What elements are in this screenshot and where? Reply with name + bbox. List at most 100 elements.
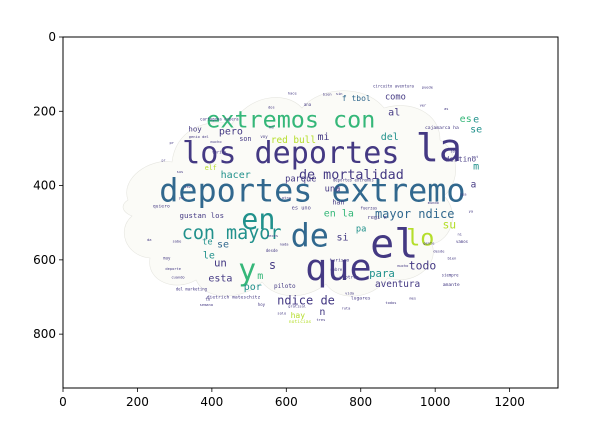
word-63: y otros <box>339 275 359 281</box>
word-14: para <box>369 267 395 280</box>
word-111: puede <box>422 86 433 90</box>
word-9: y <box>238 253 256 288</box>
word-109: bien <box>323 93 332 97</box>
word-50: pa <box>356 224 366 234</box>
word-67: vamos <box>456 239 469 244</box>
word-1: deportes extremo <box>159 172 465 209</box>
word-46: gustan los <box>180 211 225 220</box>
x-tick-label-4: 800 <box>349 395 372 409</box>
word-27: m <box>473 162 479 173</box>
x-tick-label-2: 400 <box>200 395 223 409</box>
word-78: fuerzas <box>360 206 377 211</box>
y-tick-label-3: 600 <box>33 253 56 267</box>
word-96: mundo <box>428 201 439 205</box>
word-75: ana <box>304 102 312 107</box>
word-18: pero <box>219 127 243 138</box>
word-94: gente <box>423 242 434 246</box>
word-5: de <box>291 218 329 255</box>
word-21: al <box>388 107 400 118</box>
word-61: del marketing <box>176 286 208 291</box>
word-106: solo <box>277 311 286 315</box>
word-72: voy <box>260 134 268 139</box>
word-101: ya <box>469 210 473 214</box>
x-tick-label-3: 600 <box>275 395 298 409</box>
word-68: muy <box>163 256 171 261</box>
word-83: pr <box>162 158 166 162</box>
word-84: tu <box>205 296 210 301</box>
word-77: da <box>147 238 151 242</box>
word-13: ndice de <box>277 294 335 308</box>
word-8: que <box>305 246 371 289</box>
word-47: hoy <box>188 125 202 134</box>
word-7: lo <box>406 224 434 252</box>
word-0: los deportes <box>182 136 399 171</box>
x-tick-label-5: 1000 <box>420 395 451 409</box>
word-54: piloto <box>274 283 296 290</box>
word-35: si <box>336 232 348 243</box>
word-70: genio del <box>189 135 209 139</box>
word-117: sea <box>460 193 467 197</box>
word-26: es <box>460 114 472 125</box>
word-98: nada <box>280 243 289 247</box>
word-33: una <box>325 185 341 195</box>
word-76: sabe <box>172 240 181 244</box>
word-82: pr <box>169 141 174 145</box>
word-89: deporte <box>165 267 181 271</box>
word-38: un <box>214 256 227 269</box>
word-74: sobre <box>330 267 343 272</box>
word-41: m <box>257 271 263 282</box>
plot-frame <box>62 36 559 389</box>
word-59: cartagena espera <box>200 117 239 122</box>
word-42: esta <box>208 274 232 285</box>
word-31: a <box>471 179 477 190</box>
word-19: mi <box>317 132 329 143</box>
word-56: noticias <box>289 319 312 325</box>
word-4: en <box>241 203 275 236</box>
y-tick-label-0: 0 <box>48 30 56 44</box>
word-113: dos <box>268 106 275 110</box>
word-48: son <box>239 135 251 143</box>
word-45: hay <box>291 311 306 320</box>
word-55: lugares <box>351 295 371 301</box>
x-tick-label-0: 0 <box>59 395 67 409</box>
word-37: te <box>202 237 212 247</box>
word-114: vez <box>184 185 191 189</box>
word-36: le <box>203 251 215 262</box>
y-tick-label-1: 200 <box>33 104 56 118</box>
word-66: quiero <box>153 204 170 210</box>
word-65: siempre <box>442 273 459 278</box>
word-88: gratisal <box>288 304 306 308</box>
word-104: vida <box>345 291 354 295</box>
word-95: desde <box>433 249 444 253</box>
word-51: han <box>332 198 344 206</box>
word-6: el <box>370 221 418 267</box>
word-16: aventura <box>375 279 420 290</box>
word-12: mayor ndice <box>375 207 454 221</box>
word-102: sus <box>177 170 184 174</box>
word-53: regi n <box>368 215 387 221</box>
cloud-shape <box>122 90 456 297</box>
word-40: s <box>269 258 276 272</box>
word-49: elf <box>205 164 217 172</box>
word-86: est <box>472 155 479 159</box>
x-axis: 0 200 400 600 800 1000 1200 <box>59 388 525 409</box>
word-39: se <box>217 240 229 251</box>
word-30: destino <box>445 154 476 163</box>
word-34: parque <box>285 174 316 184</box>
word-58: dietrich mateschitz <box>207 295 261 301</box>
word-112: hace <box>288 92 297 96</box>
y-axis: 0 200 400 600 800 <box>33 30 63 341</box>
word-64: amante <box>443 282 460 288</box>
word-90: mucho <box>210 140 221 144</box>
word-10: con mayor <box>182 223 282 244</box>
word-17: hacer <box>221 170 251 181</box>
word-91: hoy <box>258 302 266 307</box>
word-92: ruta <box>341 307 350 311</box>
word-62: turismo <box>330 258 350 264</box>
word-80: semana <box>200 303 213 307</box>
word-60: cajamarca ha <box>425 125 459 131</box>
word-28: e <box>473 115 479 126</box>
word-110: ver <box>420 104 427 108</box>
